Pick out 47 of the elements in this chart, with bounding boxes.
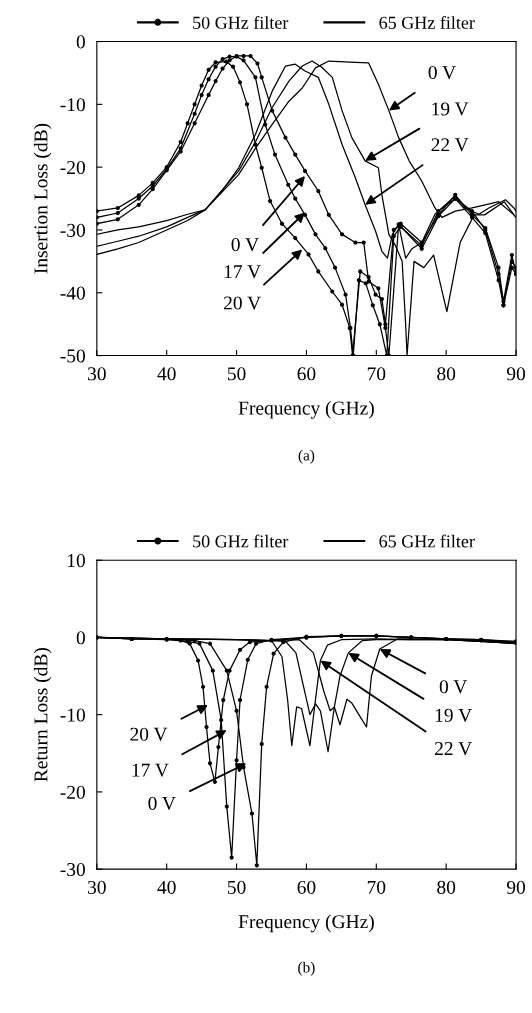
x-tick-label: 50 (227, 880, 246, 894)
x-tick-label: 90 (506, 367, 526, 381)
annotation: 17 V (224, 265, 261, 279)
x-axis-title: Frequency (GHz) (238, 914, 374, 933)
legend-label: 65 GHz filter (379, 15, 475, 29)
x-tick-label: 80 (437, 367, 456, 381)
x-tick-label: 30 (88, 367, 106, 381)
annotation: 20 V (224, 296, 261, 310)
y-axis-title: Insertion Loss (dB) (33, 123, 52, 274)
y-tick-label: -20 (60, 785, 85, 799)
legend-label: 65 GHz filter (379, 534, 475, 548)
y-tick-label: -50 (60, 349, 85, 363)
y-tick-label: -40 (60, 286, 85, 300)
x-tick-label: 40 (157, 367, 176, 381)
annotation: 0 V (148, 796, 176, 811)
x-tick-label: 40 (157, 880, 176, 894)
text: (a) (298, 449, 315, 464)
x-tick-label: 70 (367, 367, 386, 381)
y-tick-label: -10 (60, 98, 85, 112)
legend-label: 50 GHz filter (193, 534, 289, 548)
text: (b) (298, 961, 315, 976)
x-tick-label: 60 (297, 367, 316, 381)
x-tick-label: 90 (506, 880, 526, 894)
annotation: 0 V (231, 238, 259, 252)
legend-label: 50 GHz filter (193, 15, 289, 29)
y-tick-label: 0 (76, 35, 85, 49)
y-tick-label: 0 (76, 631, 85, 645)
annotation: 0 V (439, 680, 468, 694)
x-tick-label: 30 (88, 880, 106, 894)
annotation: 19 V (432, 102, 469, 116)
x-tick-label: 70 (367, 880, 386, 894)
annotation: 20 V (130, 727, 168, 741)
annotation: 17 V (132, 763, 169, 777)
y-tick-label: -20 (60, 160, 85, 175)
x-tick-label: 80 (437, 880, 456, 894)
y-tick-label: -30 (60, 223, 85, 237)
annotation: 0 V (428, 65, 456, 80)
y-tick-label: -30 (60, 862, 85, 877)
y-axis-title: Return Loss (dB) (33, 648, 52, 782)
y-tick-label: -10 (60, 708, 85, 722)
annotation: 22 V (431, 138, 469, 152)
y-tick-label: 10 (67, 554, 85, 568)
annotation: 22 V (435, 742, 472, 756)
x-axis-title: Frequency (GHz) (238, 400, 374, 419)
x-tick-label: 60 (297, 880, 316, 894)
x-tick-label: 50 (227, 367, 246, 381)
annotation: 19 V (435, 708, 472, 722)
